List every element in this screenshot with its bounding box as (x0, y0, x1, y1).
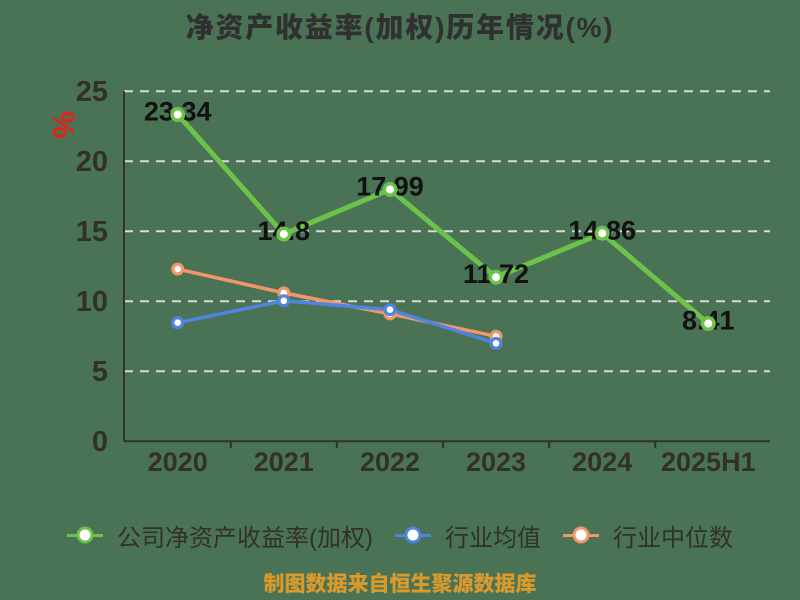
svg-text:2025H1: 2025H1 (661, 447, 756, 477)
svg-text:5: 5 (92, 356, 108, 388)
svg-text:0: 0 (92, 426, 108, 458)
svg-text:20: 20 (76, 146, 108, 178)
svg-text:2020: 2020 (148, 447, 208, 477)
svg-text:2024: 2024 (572, 447, 632, 477)
svg-text:15: 15 (76, 216, 108, 248)
svg-text:2023: 2023 (466, 447, 526, 477)
svg-text:10: 10 (76, 286, 108, 318)
svg-text:2022: 2022 (360, 447, 420, 477)
svg-text:2021: 2021 (254, 447, 314, 477)
svg-text:25: 25 (76, 76, 108, 108)
